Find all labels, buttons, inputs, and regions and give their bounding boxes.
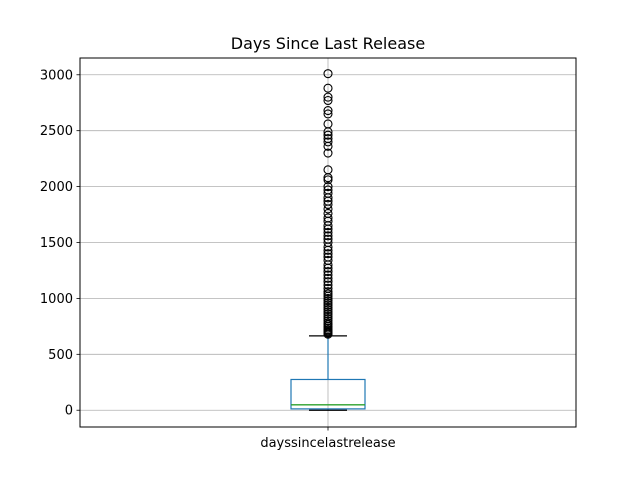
outlier-point (323, 119, 333, 129)
outlier-point (323, 106, 333, 116)
outlier-point (323, 302, 333, 312)
outlier-point (323, 175, 333, 185)
outlier-point (323, 213, 333, 223)
outlier-point (323, 270, 333, 280)
outlier-point (323, 293, 333, 303)
outlier-point (323, 289, 333, 299)
outlier-point (323, 277, 333, 287)
outlier-point (323, 267, 333, 277)
outlier-point (323, 148, 333, 158)
outlier-point (323, 234, 333, 244)
outlier-point (323, 133, 333, 144)
outlier-point (323, 316, 333, 326)
outlier-point (323, 208, 333, 218)
outlier-point (323, 95, 333, 106)
outlier-point (323, 280, 333, 290)
outlier-point (323, 273, 333, 283)
outlier-point (323, 249, 333, 259)
outlier-point (323, 252, 333, 262)
iqr-box (290, 378, 366, 410)
outlier-point (323, 237, 333, 248)
outlier-point (323, 313, 333, 324)
y-tick-label: 0 (65, 404, 73, 419)
outlier-point (323, 227, 333, 237)
y-tick-label: 3000 (40, 68, 73, 83)
outlier-point (323, 307, 333, 317)
outlier-points (323, 69, 333, 339)
outlier-point (323, 182, 333, 192)
y-axis-ticks: 0 500 1000 1500 2000 2500 3000 (40, 68, 80, 419)
outlier-point (323, 109, 333, 119)
outlier-point (323, 311, 333, 321)
y-tick-label: 1000 (40, 292, 73, 307)
outlier-point (323, 283, 333, 293)
outlier-point (323, 69, 333, 79)
outlier-point (323, 130, 333, 140)
outlier-point (323, 137, 333, 147)
outlier-point (323, 231, 333, 241)
outlier-point (323, 287, 333, 297)
x-tick-label: dayssincelastrelease (260, 436, 395, 451)
outlier-point (323, 188, 333, 198)
outlier-point (323, 298, 333, 308)
x-axis-ticks: dayssincelastrelease (260, 427, 396, 451)
outlier-point (323, 318, 333, 328)
outlier-point (323, 83, 333, 93)
outlier-point (323, 305, 333, 315)
chart-title: Days Since Last Release (231, 34, 425, 53)
outlier-point (323, 165, 333, 175)
box-plot (290, 335, 366, 411)
y-tick-label: 2000 (40, 180, 73, 195)
outlier-point (323, 185, 333, 195)
outlier-point (323, 92, 333, 102)
outlier-point (323, 199, 333, 210)
y-tick-label: 500 (48, 348, 73, 363)
outlier-point (323, 296, 333, 306)
y-tick-label: 2500 (40, 124, 73, 139)
outlier-point (323, 300, 333, 310)
outlier-point (323, 309, 333, 319)
y-tick-label: 1500 (40, 236, 73, 251)
outlier-point (323, 255, 333, 265)
